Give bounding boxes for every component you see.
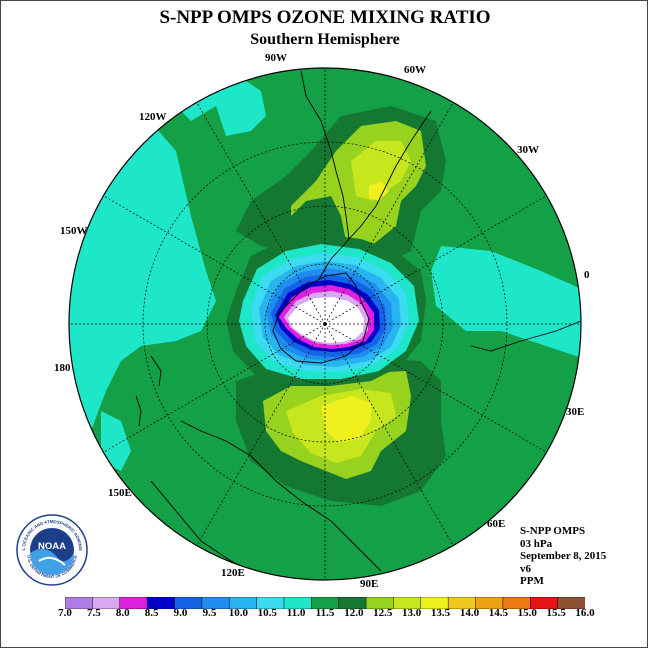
color-scale-bar [65,597,585,609]
map-title: S-NPP OMPS OZONE MIXING RATIO [159,7,491,28]
instrument-label: S-NPP OMPS [520,525,586,537]
color-scale-tick-label: 10.5 [257,607,277,619]
band-11-0-indian [101,411,131,471]
south-america-coast [300,70,432,240]
lon-label-90e: 90E [360,578,379,590]
color-scale-tick-label: 14.5 [488,607,508,619]
band-13-0-south-america [351,141,411,201]
color-scale-tick-label: 9.0 [173,607,188,619]
lon-label-120w: 120W [139,111,167,123]
lon-label-0: 0 [584,269,590,281]
antarctic-peninsula [318,238,350,280]
australia-coast [180,420,382,572]
band-below-7 [288,297,364,343]
color-scale-tick-label: 11.0 [286,607,306,619]
noaa-logo: NATIONAL OCEANIC AND ATMOSPHERIC ADMINIS… [15,513,88,586]
color-scale-tick-label: 15.5 [546,607,566,619]
color-scale-tick-label: 11.5 [315,607,335,619]
info-block: S-NPP OMPS 03 hPa September 8, 2015 v6 P… [520,525,606,588]
lon-label-150w: 150W [60,225,88,237]
new-zealand [135,355,162,427]
color-scale-tick-label: 9.5 [202,607,217,619]
ozone-field [69,68,581,580]
band-13-5-australia [321,396,371,443]
color-scale-tick-label: 12.5 [373,607,393,619]
color-scale-tick-label: 15.0 [517,607,537,619]
lon-label-120e: 120E [221,567,245,579]
antarctica-coast [272,272,370,364]
color-scale-tick-label: 8.5 [144,607,159,619]
lon-label-30e: 30E [566,406,585,418]
lon-label-60e: 60E [487,518,506,530]
map-boundary [68,67,582,581]
color-scale-tick-label: 13.0 [402,607,422,619]
color-swatch [557,597,585,609]
level-label: 03 hPa [520,537,553,550]
lon-label-30w: 30W [517,144,539,156]
lon-label-150e: 150E [108,487,132,499]
color-scale-tick-label: 13.5 [430,607,451,619]
color-scale-tick-label: 10.0 [228,607,248,619]
lon-label-180: 180 [54,362,71,374]
color-scale-tick-label: 14.0 [459,607,480,619]
lon-label-60w: 60W [404,64,426,76]
south-pole-marker [323,322,327,326]
map-subtitle: Southern Hemisphere [250,31,400,48]
coastlines [135,70,581,577]
color-scale-tick-label: 7.5 [87,607,101,619]
units-label: PPM [520,575,544,587]
color-scale-tick-label: 7.0 [58,607,72,619]
color-scale-tick-label: 12.0 [344,607,364,619]
logo-text: NOAA [38,541,66,552]
color-scale-tick-label: 8.0 [115,607,130,619]
color-scale-tick-label: 16.0 [575,607,595,619]
date-label: September 8, 2015 [520,550,607,562]
band-13-5-south-america [369,181,389,201]
version-label: v6 [520,562,531,575]
africa-coast [470,320,581,352]
graticule [69,68,581,580]
lon-label-90w: 90W [265,52,287,64]
